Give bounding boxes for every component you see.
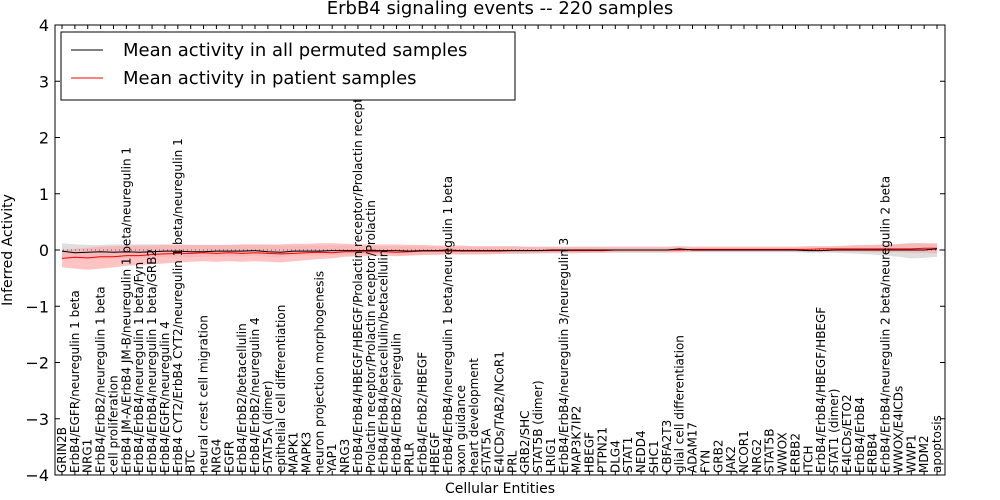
x-category-label: ErbB4/ErbB4/HBEGF/HBEGF xyxy=(814,307,828,473)
y-tick-label: 0 xyxy=(39,241,49,260)
y-tick-label: 1 xyxy=(39,185,49,204)
y-tick-label: −1 xyxy=(25,297,49,316)
y-axis-label: Inferred Activity xyxy=(0,194,16,306)
legend-label-0: Mean activity in all permuted samples xyxy=(123,40,467,61)
x-category-label: ErbB4/ErbB4/neuregulin 2 beta/neuregulin… xyxy=(879,176,893,473)
x-category-label: NEDD4 xyxy=(634,430,648,473)
x-category-label: DLG4 xyxy=(608,440,622,473)
legend-box xyxy=(60,31,516,101)
x-category-label: CBFA2T3 xyxy=(660,420,674,473)
x-category-label: STAT5B xyxy=(763,429,777,474)
x-category-label: NRG3 xyxy=(338,439,352,473)
x-category-label: WWOX/E4ICDs xyxy=(891,386,905,473)
x-category-label: ErbB4/EGFR/neuregulin 1 beta xyxy=(68,290,82,473)
chart-title: ErbB4 signaling events -- 220 samples xyxy=(327,0,674,19)
x-category-label: glial cell differentiation xyxy=(673,335,687,473)
x-category-label: HBEGF xyxy=(428,432,442,473)
x-category-label: MDM2 xyxy=(917,435,931,473)
x-category-label: MAPK1 xyxy=(287,432,301,473)
x-category-label: STAT1 (dimer) xyxy=(827,389,841,473)
x-category-label: ErbB4/ErbB4/HBEGF/HBEGF/Prolactin recept… xyxy=(351,59,365,473)
x-category-label: apoptosis xyxy=(930,415,944,473)
x-category-label: ErbB4 CYT2/ErbB4 CYT2/neuregulin 1 beta/… xyxy=(171,138,185,473)
x-category-label: LRIG1 xyxy=(544,438,558,474)
x-category-label: ErbB4/ErbB4 xyxy=(853,397,867,473)
x-category-label: GRIN2B xyxy=(55,427,69,473)
x-category-label: NRG1 xyxy=(81,439,95,473)
x-category-label: ERBB4 xyxy=(866,433,880,473)
y-tick-label: −4 xyxy=(25,466,49,485)
y-tick-label: −3 xyxy=(25,410,49,429)
x-category-label: ERBB2 xyxy=(789,433,803,473)
x-axis-label: Cellular Entities xyxy=(445,481,555,497)
x-category-label: ErbB4/ErbB4/neuregulin 1 beta/Fyn xyxy=(132,262,146,473)
x-category-label: SHC1 xyxy=(647,440,661,473)
x-category-label: ErbB4/ErbB2/HBEGF xyxy=(415,352,429,473)
band-series-1 xyxy=(62,243,937,270)
x-category-label: ErbB4/ErbB2/epiregulin xyxy=(390,333,404,473)
x-category-label: ErbB4/ErbB2/neuregulin 1 beta xyxy=(94,286,108,473)
x-category-label: ErbB4/ErbB2/neuregulin 4 xyxy=(248,317,262,473)
x-category-label: BTC xyxy=(184,450,198,473)
x-category-label: PRLR xyxy=(402,442,416,473)
x-category-label: GRB2/SHC xyxy=(518,410,532,473)
x-category-label: STAT5A (dimer) xyxy=(261,380,275,473)
x-category-label: heart development xyxy=(467,358,481,473)
series-line-0 xyxy=(61,248,938,254)
x-category-label: MAPK3 xyxy=(300,432,314,473)
x-category-label: NCOR1 xyxy=(737,430,751,473)
x-category-label: E4ICDs/ETO2 xyxy=(840,394,854,473)
x-category-label: epithelial cell differentiation xyxy=(274,305,288,473)
x-category-label: ErbB4/ErbB4/neuregulin 1 beta/neuregulin… xyxy=(441,176,455,473)
x-category-label: neuron projection morphogenesis xyxy=(312,271,326,473)
x-category-label: MAP3K7IP2 xyxy=(570,406,584,473)
x-category-label: PRL xyxy=(505,450,519,473)
x-category-label: WWOX xyxy=(776,432,790,473)
x-category-label: HBEGF xyxy=(583,432,597,473)
x-category-label: NRG4 xyxy=(209,439,223,473)
legend: Mean activity in all permuted samples Mea… xyxy=(60,31,516,101)
x-category-label: ErbB4/ErbB2/betacellulin xyxy=(235,323,249,473)
x-category-label: STAT5B (dimer) xyxy=(531,380,545,473)
y-tick-label: 3 xyxy=(39,72,49,91)
y-tick-label: 4 xyxy=(39,16,49,35)
x-category-label: E4ICDs/TAB2/NCoR1 xyxy=(493,351,507,473)
x-category-label: PTPN21 xyxy=(595,427,609,473)
x-category-label: STAT1 xyxy=(621,437,635,473)
x-category-label: JAK2 xyxy=(724,446,738,474)
x-category-label: ITCH xyxy=(801,445,815,473)
x-category-label: axon guidance xyxy=(454,385,468,473)
x-category-label: FYN xyxy=(698,450,712,473)
x-category-label: EGFR xyxy=(222,441,236,473)
legend-label-1: Mean activity in patient samples xyxy=(123,68,417,89)
x-category-label: ErbB4/ErbB4/betacellulin/betacellulin xyxy=(377,250,391,473)
x-category-label: ErbB4/ErbB4/neuregulin 1 beta/GRB2 xyxy=(145,249,159,473)
y-tick-label: 2 xyxy=(39,129,49,148)
x-category-label: ADAM17 xyxy=(686,422,700,473)
x-category-label: WWP1 xyxy=(904,434,918,473)
x-category-label: neural crest cell migration xyxy=(197,315,211,473)
x-category-label: NRG2 xyxy=(750,439,764,473)
x-category-label: cell proliferation xyxy=(107,375,121,473)
x-category-label: Prolactin receptor/Prolactin receptor/Pr… xyxy=(364,200,378,473)
x-category-label: YAP1 xyxy=(325,444,339,474)
x-category-label: ErbB4/EGFR/neuregulin 4 xyxy=(158,321,172,473)
x-category-label: STAT5A xyxy=(480,428,494,473)
x-category-label: GRB2 xyxy=(711,439,725,473)
x-category-label: ErbB4/ErbB4/neuregulin 3/neuregulin 3 xyxy=(557,238,571,473)
x-category-label: ErbB4 JM-A/ErbB4 JM-B/neuregulin 1 beta/… xyxy=(119,147,133,473)
y-tick-label: −2 xyxy=(25,354,49,373)
